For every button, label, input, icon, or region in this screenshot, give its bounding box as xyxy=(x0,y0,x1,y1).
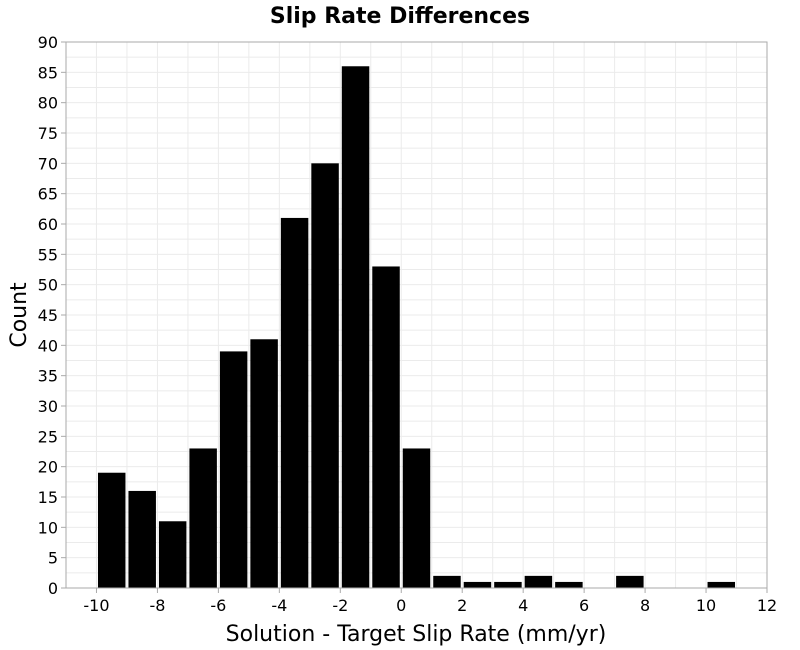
y-tick-label: 25 xyxy=(38,427,58,446)
chart-title: Slip Rate Differences xyxy=(270,4,530,29)
y-tick-label: 90 xyxy=(38,33,58,52)
histogram-bar xyxy=(494,581,522,588)
histogram-bar xyxy=(707,581,736,588)
histogram-bar xyxy=(280,217,309,588)
x-tick-label: 2 xyxy=(457,596,467,615)
axis-ticks: 051015202530354045505560657075808590-10-… xyxy=(38,33,778,615)
histogram-bar xyxy=(341,66,370,589)
y-tick-label: 65 xyxy=(38,185,58,204)
x-tick-label: -4 xyxy=(271,596,287,615)
x-tick-label: 8 xyxy=(640,596,650,615)
y-tick-label: 45 xyxy=(38,306,58,325)
histogram-bar xyxy=(219,351,248,588)
histogram-bar xyxy=(616,575,644,588)
y-tick-label: 50 xyxy=(38,276,58,295)
x-tick-label: -2 xyxy=(332,596,348,615)
y-tick-label: 75 xyxy=(38,124,58,143)
y-axis-label: Count xyxy=(7,282,32,348)
x-tick-label: 0 xyxy=(396,596,406,615)
x-tick-label: -10 xyxy=(83,596,109,615)
histogram-bar xyxy=(433,575,461,588)
y-tick-label: 10 xyxy=(38,518,58,537)
histogram-bar xyxy=(311,163,339,589)
x-tick-label: -6 xyxy=(210,596,226,615)
x-tick-label: 6 xyxy=(579,596,589,615)
y-tick-label: 0 xyxy=(48,579,58,598)
y-tick-label: 80 xyxy=(38,94,58,113)
histogram-bar xyxy=(250,339,278,588)
y-tick-label: 55 xyxy=(38,245,58,264)
x-tick-label: 10 xyxy=(696,596,716,615)
bars xyxy=(97,66,736,589)
histogram-bar xyxy=(524,575,553,588)
histogram-bar xyxy=(402,448,431,588)
y-tick-label: 35 xyxy=(38,367,58,386)
histogram-bar xyxy=(463,581,492,588)
histogram-bar xyxy=(372,266,400,588)
y-tick-label: 15 xyxy=(38,488,58,507)
y-tick-label: 70 xyxy=(38,154,58,173)
x-tick-label: -8 xyxy=(149,596,165,615)
histogram-bar xyxy=(158,521,187,588)
x-axis-label: Solution - Target Slip Rate (mm/yr) xyxy=(226,622,607,647)
y-tick-label: 85 xyxy=(38,63,58,82)
y-tick-label: 40 xyxy=(38,336,58,355)
histogram-bar xyxy=(128,490,156,588)
x-tick-label: 12 xyxy=(757,596,777,615)
histogram-bar xyxy=(555,581,583,588)
y-tick-label: 60 xyxy=(38,215,58,234)
y-tick-label: 20 xyxy=(38,458,58,477)
y-tick-label: 30 xyxy=(38,397,58,416)
histogram-bar xyxy=(189,448,217,588)
x-tick-label: 4 xyxy=(518,596,528,615)
y-tick-label: 5 xyxy=(48,549,58,568)
histogram-bar xyxy=(97,472,126,588)
